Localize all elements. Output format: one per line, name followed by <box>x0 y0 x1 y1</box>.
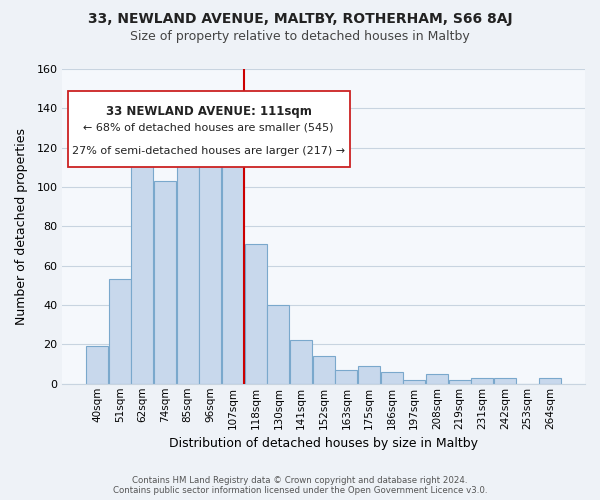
Bar <box>86 346 108 384</box>
Bar <box>335 370 358 384</box>
Bar <box>290 340 312 384</box>
Bar <box>358 366 380 384</box>
Bar <box>245 244 266 384</box>
X-axis label: Distribution of detached houses by size in Maltby: Distribution of detached houses by size … <box>169 437 478 450</box>
Text: 27% of semi-detached houses are larger (217) →: 27% of semi-detached houses are larger (… <box>72 146 345 156</box>
Bar <box>471 378 493 384</box>
Bar <box>268 305 289 384</box>
Bar <box>449 380 470 384</box>
Text: ← 68% of detached houses are smaller (545): ← 68% of detached houses are smaller (54… <box>83 122 334 132</box>
Bar <box>199 164 221 384</box>
FancyBboxPatch shape <box>68 91 350 166</box>
Text: Contains HM Land Registry data © Crown copyright and database right 2024.: Contains HM Land Registry data © Crown c… <box>132 476 468 485</box>
Bar <box>426 374 448 384</box>
Text: 33 NEWLAND AVENUE: 111sqm: 33 NEWLAND AVENUE: 111sqm <box>106 105 311 118</box>
Bar <box>380 372 403 384</box>
Bar <box>154 181 176 384</box>
Bar <box>109 280 131 384</box>
Bar <box>222 162 244 384</box>
Text: Contains public sector information licensed under the Open Government Licence v3: Contains public sector information licen… <box>113 486 487 495</box>
Bar <box>131 144 154 384</box>
Bar <box>177 166 199 384</box>
Text: 33, NEWLAND AVENUE, MALTBY, ROTHERHAM, S66 8AJ: 33, NEWLAND AVENUE, MALTBY, ROTHERHAM, S… <box>88 12 512 26</box>
Text: Size of property relative to detached houses in Maltby: Size of property relative to detached ho… <box>130 30 470 43</box>
Bar <box>494 378 516 384</box>
Bar <box>313 356 335 384</box>
Y-axis label: Number of detached properties: Number of detached properties <box>15 128 28 325</box>
Bar <box>403 380 425 384</box>
Bar <box>539 378 561 384</box>
